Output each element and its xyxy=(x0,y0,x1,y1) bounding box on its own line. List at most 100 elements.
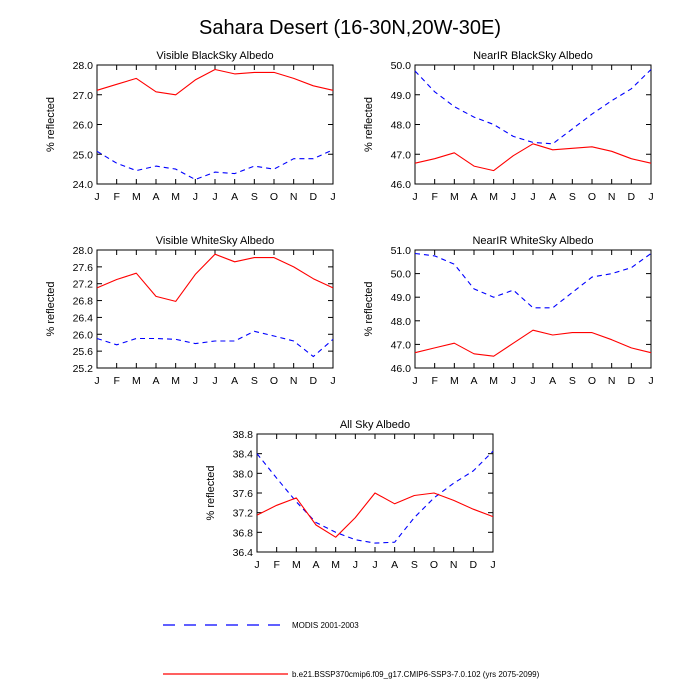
x-tick-label: A xyxy=(152,375,159,387)
x-tick-label: N xyxy=(450,559,458,571)
x-tick-label: M xyxy=(489,191,498,203)
x-tick-label: J xyxy=(212,375,217,387)
y-tick-label: 36.4 xyxy=(233,547,254,559)
x-tick-label: D xyxy=(628,191,636,203)
series-line-model xyxy=(414,329,652,357)
y-tick-label: 25.6 xyxy=(73,346,94,358)
x-tick-label: J xyxy=(372,559,377,571)
x-tick-label: M xyxy=(132,191,141,203)
x-tick-label: M xyxy=(450,375,459,387)
y-axis-label: % reflected xyxy=(45,281,57,336)
x-tick-label: J xyxy=(511,191,516,203)
x-tick-label: F xyxy=(431,191,437,203)
x-tick-label: A xyxy=(312,559,319,571)
series-line-model xyxy=(256,492,494,538)
legend-label-model: b.e21.BSSP370cmip6.f09_g17.CMIP6-SSP3-7.… xyxy=(292,670,540,679)
series-line-model xyxy=(96,253,334,302)
y-tick-label: 38.8 xyxy=(233,429,254,441)
y-tick-label: 47.0 xyxy=(391,339,412,351)
x-tick-label: S xyxy=(251,375,258,387)
x-tick-label: J xyxy=(330,191,335,203)
chart-panel-3: Visible WhiteSky Albedo % reflected 25.2 25… xyxy=(45,235,336,387)
y-tick-label: 51.0 xyxy=(391,245,412,257)
chart-panel-4: NearIR WhiteSky Albedo % reflected 46.0 47.… xyxy=(363,235,654,387)
x-tick-label: N xyxy=(608,375,616,387)
y-tick-label: 49.0 xyxy=(391,292,412,304)
legend: MODIS 2001-2003 b.e21.BSSP370cmip6.f09_g… xyxy=(163,621,540,679)
x-tick-label: M xyxy=(132,375,141,387)
x-tick-label: J xyxy=(193,191,198,203)
x-tick-label: A xyxy=(391,559,398,571)
x-tick-label: N xyxy=(290,191,298,203)
y-tick-label: 48.0 xyxy=(391,316,412,328)
plot-frame xyxy=(414,249,652,369)
x-tick-label: M xyxy=(292,559,301,571)
x-tick-label: M xyxy=(171,375,180,387)
series-line-modis xyxy=(414,69,652,145)
x-tick-label: O xyxy=(430,559,438,571)
x-tick-label: D xyxy=(310,375,318,387)
y-axis-label: % reflected xyxy=(363,97,375,152)
y-axis-label: % reflected xyxy=(205,465,217,520)
x-tick-label: D xyxy=(470,559,478,571)
x-tick-label: A xyxy=(470,191,477,203)
x-tick-label: J xyxy=(254,559,259,571)
y-tick-label: 27.2 xyxy=(73,279,94,291)
x-tick-label: J xyxy=(94,375,99,387)
x-tick-label: M xyxy=(489,375,498,387)
x-tick-label: J xyxy=(94,191,99,203)
series-line-model xyxy=(96,68,334,96)
x-tick-label: A xyxy=(549,191,556,203)
x-tick-label: J xyxy=(511,375,516,387)
plot-frame xyxy=(96,64,334,185)
x-tick-label: N xyxy=(608,191,616,203)
x-tick-label: F xyxy=(273,559,279,571)
x-tick-label: F xyxy=(431,375,437,387)
y-tick-label: 25.0 xyxy=(73,149,94,161)
y-tick-label: 25.2 xyxy=(73,363,94,375)
y-tick-label: 38.4 xyxy=(233,449,254,461)
x-tick-label: F xyxy=(113,375,119,387)
x-tick-label: J xyxy=(530,191,535,203)
x-tick-label: A xyxy=(470,375,477,387)
y-tick-label: 28.0 xyxy=(73,60,94,72)
panels: Visible BlackSky Albedo % reflected 24.0 25… xyxy=(45,50,654,571)
x-tick-label: J xyxy=(530,375,535,387)
x-tick-label: N xyxy=(290,375,298,387)
y-tick-label: 37.6 xyxy=(233,488,254,500)
x-tick-label: F xyxy=(113,191,119,203)
y-tick-label: 46.0 xyxy=(391,363,412,375)
x-tick-label: J xyxy=(648,375,653,387)
y-tick-label: 26.8 xyxy=(73,296,94,308)
x-tick-label: M xyxy=(171,191,180,203)
series-line-modis xyxy=(96,330,334,358)
y-tick-label: 26.0 xyxy=(73,120,94,132)
x-tick-label: J xyxy=(212,191,217,203)
panel-title: Visible WhiteSky Albedo xyxy=(156,235,274,247)
panel-title: NearIR WhiteSky Albedo xyxy=(472,235,593,247)
y-tick-label: 50.0 xyxy=(391,60,412,72)
plot-frame xyxy=(414,64,652,185)
y-tick-label: 27.0 xyxy=(73,90,94,102)
y-tick-label: 46.0 xyxy=(391,179,412,191)
series-line-model xyxy=(414,143,652,172)
y-tick-label: 26.0 xyxy=(73,329,94,341)
series-line-modis xyxy=(256,450,494,544)
x-tick-label: J xyxy=(193,375,198,387)
chart-panel-1: Visible BlackSky Albedo % reflected 24.0 25… xyxy=(45,50,336,203)
x-tick-label: S xyxy=(569,375,576,387)
x-tick-label: O xyxy=(588,375,596,387)
series-line-modis xyxy=(96,149,334,181)
x-tick-label: M xyxy=(331,559,340,571)
y-tick-label: 49.0 xyxy=(391,90,412,102)
series-line-modis xyxy=(414,252,652,309)
panel-title: All Sky Albedo xyxy=(340,419,410,431)
legend-label-modis: MODIS 2001-2003 xyxy=(292,621,359,630)
x-tick-label: O xyxy=(270,375,278,387)
x-tick-label: J xyxy=(330,375,335,387)
x-tick-label: S xyxy=(251,191,258,203)
x-tick-label: D xyxy=(628,375,636,387)
x-tick-label: J xyxy=(412,375,417,387)
x-tick-label: J xyxy=(412,191,417,203)
